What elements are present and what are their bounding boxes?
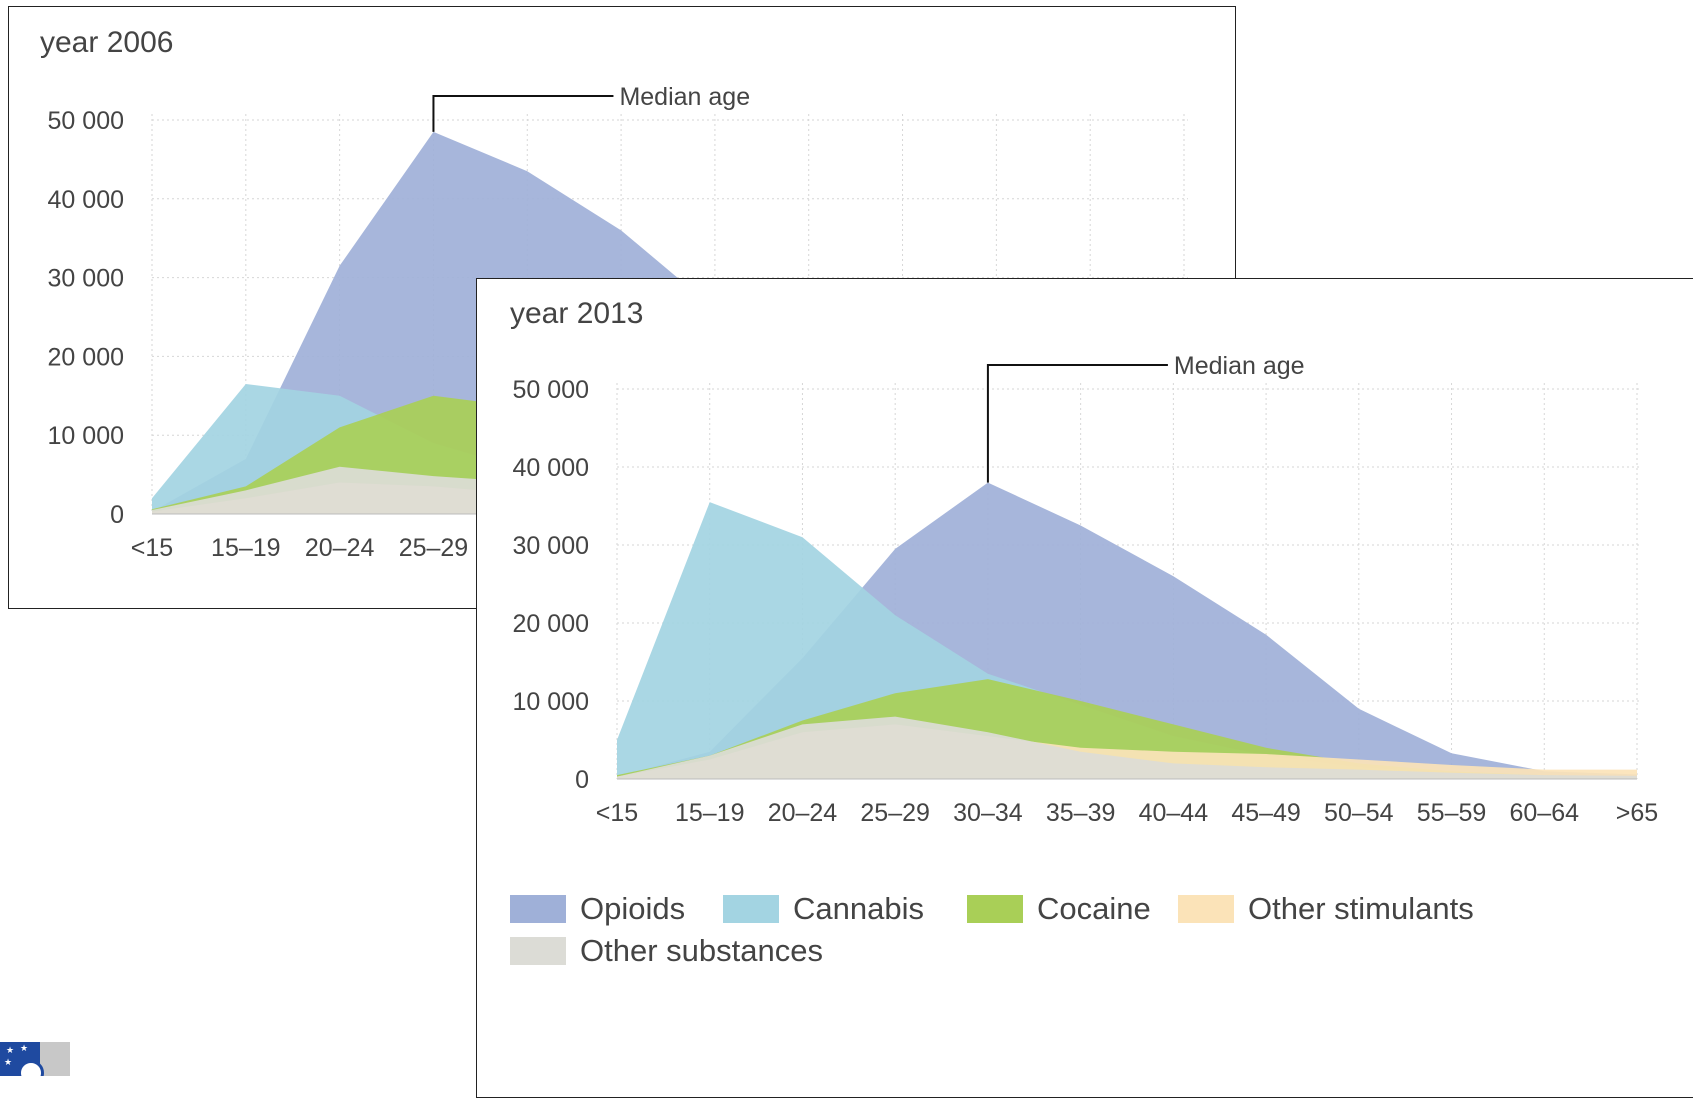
legend-label-opioids: Opioids	[580, 891, 685, 926]
legend-label-other-stimulants: Other stimulants	[1248, 891, 1474, 926]
legend-swatch-other-stimulants	[1178, 895, 1234, 923]
legend-swatch-cannabis	[723, 895, 779, 923]
median-age-leader-line	[432, 95, 614, 132]
y-tick-label: 50 000	[513, 376, 589, 404]
y-tick-label: 0	[575, 766, 589, 794]
x-tick-label-60-64: 60–64	[1510, 799, 1580, 827]
x-tick-label-lt15: <15	[131, 534, 173, 562]
y-tick-label: 40 000	[513, 454, 589, 482]
chart-title: year 2013	[510, 297, 643, 330]
y-tick-label: 20 000	[48, 343, 124, 371]
x-tick-label-45-49: 45–49	[1231, 799, 1301, 827]
area-series-other-substances	[617, 716, 1637, 779]
x-tick-label-25-29: 25–29	[860, 799, 930, 827]
y-tick-label: 40 000	[48, 186, 124, 214]
y-tick-label: 10 000	[513, 688, 589, 716]
x-tick-label-15-19: 15–19	[675, 799, 745, 827]
y-tick-label: 0	[110, 501, 124, 529]
legend-label-other-substances: Other substances	[580, 933, 823, 968]
eu-logo: ★ ★ ★	[0, 1042, 70, 1076]
legend-swatch-opioids	[510, 895, 566, 923]
legend-swatch-other-substances	[510, 937, 566, 965]
x-tick-label-20-24: 20–24	[768, 799, 838, 827]
median-age-label: Median age	[1174, 352, 1305, 380]
x-tick-label-lt15: <15	[596, 799, 638, 827]
y-tick-label: 50 000	[48, 107, 124, 135]
x-tick-label-55-59: 55–59	[1417, 799, 1487, 827]
legend-label-cocaine: Cocaine	[1037, 891, 1151, 926]
x-tick-label-50-54: 50–54	[1324, 799, 1394, 827]
x-tick-label-40-44: 40–44	[1139, 799, 1209, 827]
legend-label-cannabis: Cannabis	[793, 891, 924, 926]
y-tick-label: 30 000	[513, 532, 589, 560]
median-age-leader-line	[986, 364, 1168, 483]
x-tick-label-25-29: 25–29	[399, 534, 469, 562]
x-tick-label-15-19: 15–19	[211, 534, 281, 562]
chart-panel-2013: year 2013 0 10 000 20 000 30 000 40 000 50 000…	[476, 278, 1693, 1098]
y-tick-label: 20 000	[513, 610, 589, 638]
y-tick-label: 10 000	[48, 422, 124, 450]
x-tick-label-gt65: >65	[1616, 799, 1658, 827]
median-age-label: Median age	[619, 83, 750, 111]
area-chart-2013: year 2013 0 10 000 20 000 30 000 40 000 50 000…	[510, 297, 1658, 968]
x-tick-label-20-24: 20–24	[305, 534, 375, 562]
x-tick-label-30-34: 30–34	[953, 799, 1023, 827]
area-series-other-substances	[152, 466, 1184, 514]
chart-title: year 2006	[40, 26, 173, 59]
agency-emblem-icon	[18, 1060, 44, 1076]
x-tick-label-35-39: 35–39	[1046, 799, 1116, 827]
y-tick-label: 30 000	[48, 265, 124, 293]
legend-swatch-cocaine	[967, 895, 1023, 923]
